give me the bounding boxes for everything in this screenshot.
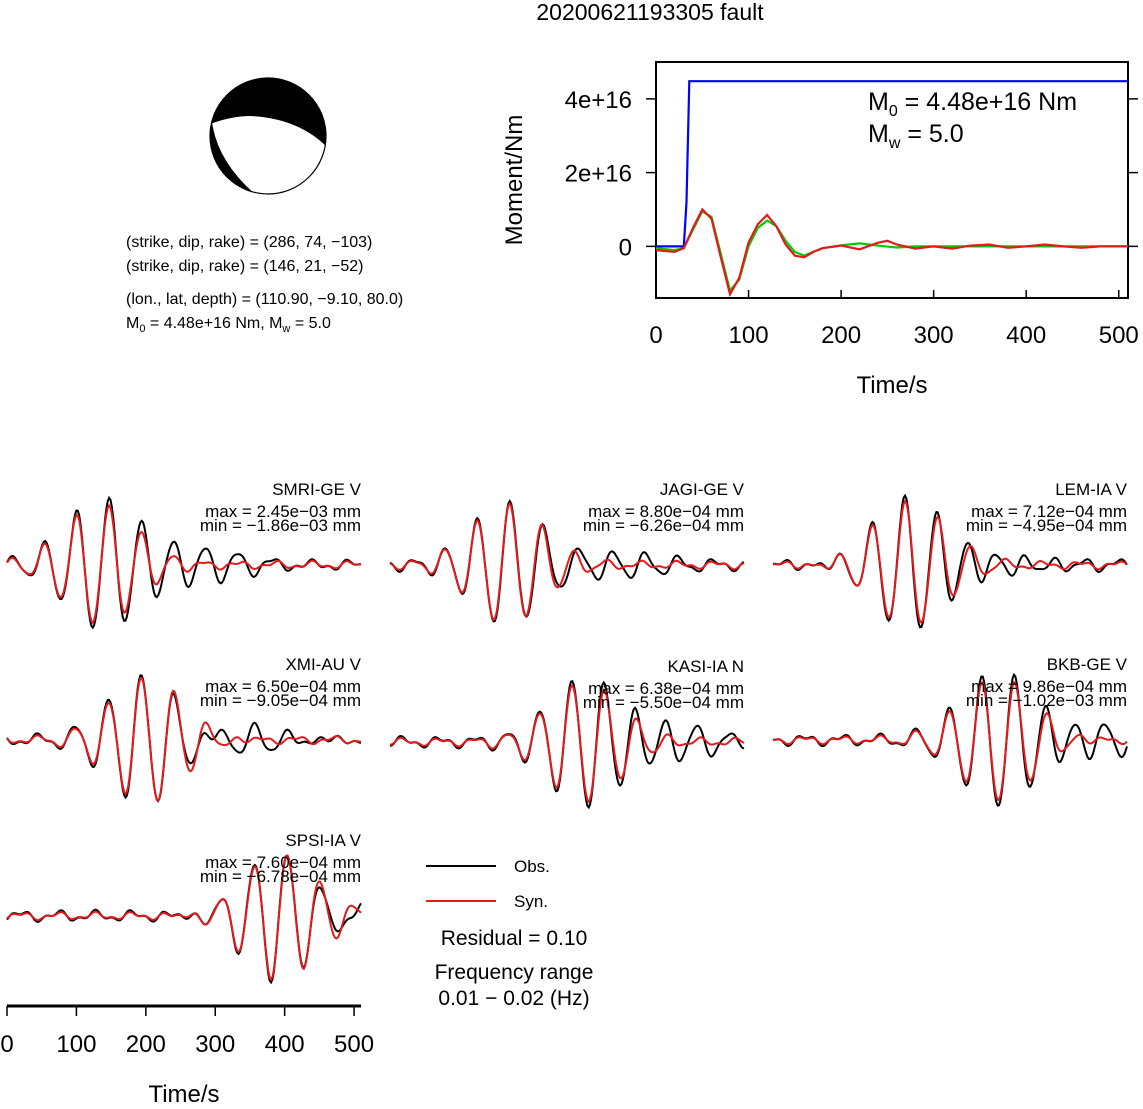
station-min-value: min = −6.78e−04 mm [200, 867, 361, 886]
station-label: BKB-GE V [1047, 655, 1128, 674]
waveform-x-tick-label: 0 [0, 1031, 13, 1058]
station-max-value: max = 7.60e−04 mm [205, 853, 361, 872]
waveform-x-tick-label: 300 [195, 1031, 235, 1058]
station-label: SMRI-GE V [272, 480, 361, 499]
moment-x-tick-label: 0 [649, 322, 662, 349]
frequency-range-title: Frequency range [435, 961, 594, 984]
figure-title: 20200621193305 fault [536, 0, 764, 25]
beachball-outline [209, 77, 327, 195]
moment-x-tick-label: 500 [1099, 322, 1139, 349]
moment-x-tick-label: 400 [1006, 322, 1046, 349]
station-label: JAGI-GE V [660, 480, 745, 499]
moment-series-line-1 [656, 80, 1128, 248]
station-max-value: max = 6.38e−04 mm [588, 679, 744, 698]
station-min-value: min = −6.26e−04 mm [583, 516, 744, 535]
moment-x-tick-label: 100 [729, 322, 769, 349]
source-location: (lon., lat, depth) = (110.90, −9.10, 80.… [126, 291, 403, 308]
synthetic-trace [6, 503, 361, 625]
synthetic-trace [772, 680, 1128, 801]
station-min-value: min = −4.95e−04 mm [966, 516, 1127, 535]
residual-text: Residual = 0.10 [441, 927, 588, 950]
moment-m0-annotation: M0 = 4.48e+16 Nm [868, 88, 1077, 120]
waveform-x-tick-label: 500 [334, 1031, 374, 1058]
station-max-value: max = 9.86e−04 mm [971, 677, 1127, 696]
waveform-x-tick-label: 100 [56, 1031, 96, 1058]
waveform-x-tick-label: 200 [126, 1031, 166, 1058]
synthetic-trace [6, 676, 361, 803]
synthetic-trace [389, 684, 745, 804]
focal-parameters: (strike, dip, rake) = (286, 74, −103) (s… [126, 234, 403, 335]
moment-y-axis-label: Moment/Nm [501, 115, 528, 246]
moment-y-tick-label: 2e+16 [565, 161, 632, 188]
waveform-time-axis: Time/s 0 100 200 300 400 500 [0, 1004, 374, 1108]
frequency-range-value: 0.01 − 0.02 (Hz) [438, 987, 589, 1010]
station-min-value: min = −9.05e−04 mm [200, 691, 361, 710]
legend-syn-label: Syn. [514, 892, 548, 911]
moment-series-line-3 [655, 207, 1128, 298]
moment-y-tick-label: 4e+16 [565, 87, 632, 114]
station-label: LEM-IA V [1055, 480, 1127, 499]
station-max-value: max = 7.12e−04 mm [971, 502, 1127, 521]
legend-obs-label: Obs. [514, 857, 550, 876]
source-moment: M0 = 4.48e+16 Nm, Mw = 5.0 [126, 315, 331, 335]
synthetic-trace [389, 501, 745, 622]
station-label: KASI-IA N [667, 657, 744, 676]
moment-y-tick-label: 0 [619, 234, 632, 261]
nodal-plane-1: (strike, dip, rake) = (286, 74, −103) [126, 234, 372, 251]
station-max-value: max = 8.80e−04 mm [588, 502, 744, 521]
station-min-value: min = −5.50e−04 mm [583, 693, 744, 712]
legend: Obs. Syn. Residual = 0.10 Frequency rang… [426, 857, 593, 1010]
moment-x-axis-label: Time/s [856, 372, 927, 399]
station-label: XMI-AU V [285, 655, 361, 674]
station-label: SPSI-IA V [285, 831, 361, 850]
synthetic-trace [772, 499, 1128, 625]
focal-mechanism-beachball [209, 77, 327, 195]
nodal-plane-2: (strike, dip, rake) = (146, 21, −52) [126, 258, 363, 275]
station-max-value: max = 6.50e−04 mm [205, 677, 361, 696]
waveform-x-axis-label: Time/s [148, 1081, 219, 1104]
moment-mw-annotation: Mw = 5.0 [868, 120, 964, 152]
moment-x-tick-label: 200 [821, 322, 861, 349]
moment-function-chart: 0 100 200 300 400 500 0 2e+16 4e+16 Time/s Momen… [501, 61, 1139, 399]
station-max-value: max = 2.45e−03 mm [205, 502, 361, 521]
station-min-value: min = −1.86e−03 mm [200, 516, 361, 535]
station-min-value: min = −1.02e−03 mm [966, 691, 1127, 710]
moment-plot-frame [655, 61, 1129, 299]
synthetic-trace [6, 854, 362, 982]
moment-x-tick-label: 300 [914, 322, 954, 349]
waveform-x-tick-label: 400 [265, 1031, 305, 1058]
